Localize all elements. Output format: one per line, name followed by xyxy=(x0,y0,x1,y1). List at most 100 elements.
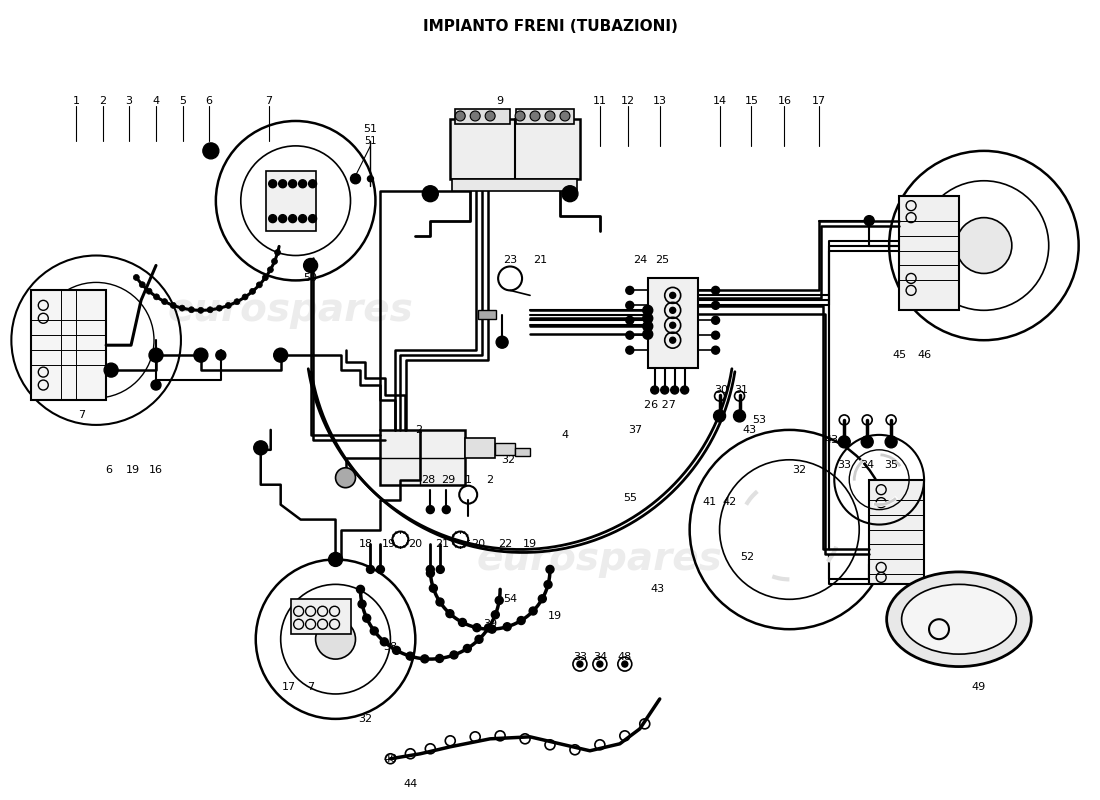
Circle shape xyxy=(274,348,288,362)
Circle shape xyxy=(475,635,483,643)
Circle shape xyxy=(642,330,652,339)
Circle shape xyxy=(712,286,719,294)
Text: 52: 52 xyxy=(740,553,755,562)
Text: 54: 54 xyxy=(503,594,517,604)
Text: 41: 41 xyxy=(703,497,717,506)
Text: 14: 14 xyxy=(713,96,727,106)
Circle shape xyxy=(437,566,444,574)
Bar xyxy=(648,278,697,368)
Text: 1: 1 xyxy=(464,474,472,485)
Text: 16: 16 xyxy=(148,465,163,474)
Circle shape xyxy=(714,410,726,422)
Circle shape xyxy=(626,346,634,354)
Circle shape xyxy=(406,652,414,660)
Bar xyxy=(465,438,495,458)
Circle shape xyxy=(254,441,267,455)
Text: 29: 29 xyxy=(441,474,455,485)
Text: 5: 5 xyxy=(179,96,186,106)
Circle shape xyxy=(336,468,355,488)
Circle shape xyxy=(671,386,679,394)
Circle shape xyxy=(450,651,458,659)
Circle shape xyxy=(371,627,378,635)
Circle shape xyxy=(298,180,307,188)
Circle shape xyxy=(422,186,438,202)
Circle shape xyxy=(179,305,185,311)
Text: 50: 50 xyxy=(304,274,318,283)
Circle shape xyxy=(576,661,583,667)
Bar xyxy=(452,178,576,190)
Circle shape xyxy=(427,566,434,574)
Circle shape xyxy=(207,306,213,313)
Text: 7: 7 xyxy=(265,96,273,106)
Circle shape xyxy=(712,331,719,339)
Text: eurospares: eurospares xyxy=(477,541,723,578)
Circle shape xyxy=(459,618,466,626)
Text: 11: 11 xyxy=(593,96,607,106)
Text: 21: 21 xyxy=(534,255,547,266)
Circle shape xyxy=(838,436,850,448)
Text: 15: 15 xyxy=(745,96,759,106)
Circle shape xyxy=(267,266,274,273)
Text: eurospares: eurospares xyxy=(168,291,414,330)
Circle shape xyxy=(538,594,547,602)
Circle shape xyxy=(304,258,318,273)
Circle shape xyxy=(492,610,499,618)
Circle shape xyxy=(712,302,719,310)
Circle shape xyxy=(188,306,195,313)
Text: 32: 32 xyxy=(500,454,515,465)
Text: 18: 18 xyxy=(359,539,373,550)
Text: 20: 20 xyxy=(471,539,485,550)
Text: 4: 4 xyxy=(153,96,159,106)
Text: 45: 45 xyxy=(892,350,906,360)
Text: 31: 31 xyxy=(735,385,748,395)
Circle shape xyxy=(473,624,481,632)
Text: 34: 34 xyxy=(860,460,875,470)
Text: 19: 19 xyxy=(382,539,396,550)
Circle shape xyxy=(366,566,374,574)
Circle shape xyxy=(256,282,262,288)
Circle shape xyxy=(278,180,287,188)
Text: 19: 19 xyxy=(548,611,562,622)
Circle shape xyxy=(463,645,471,653)
Circle shape xyxy=(104,363,118,377)
Bar xyxy=(455,109,510,124)
Text: 39: 39 xyxy=(483,619,497,630)
Ellipse shape xyxy=(887,572,1032,666)
Text: 12: 12 xyxy=(620,96,635,106)
Circle shape xyxy=(503,622,512,630)
Circle shape xyxy=(956,218,1012,274)
Circle shape xyxy=(329,553,342,566)
Circle shape xyxy=(234,298,240,305)
Circle shape xyxy=(560,111,570,121)
Circle shape xyxy=(442,506,450,514)
Circle shape xyxy=(393,646,400,654)
Circle shape xyxy=(140,282,145,288)
Circle shape xyxy=(278,214,287,222)
Text: 46: 46 xyxy=(917,350,931,360)
Circle shape xyxy=(488,625,496,633)
Text: 42: 42 xyxy=(723,497,737,506)
Circle shape xyxy=(288,180,297,188)
Circle shape xyxy=(529,607,537,615)
Text: 20: 20 xyxy=(408,539,422,550)
Text: 40: 40 xyxy=(383,754,397,764)
Text: 24: 24 xyxy=(632,255,647,266)
Text: 22: 22 xyxy=(498,539,513,550)
Circle shape xyxy=(427,570,434,578)
Circle shape xyxy=(865,216,874,226)
Circle shape xyxy=(250,288,255,294)
Text: 34: 34 xyxy=(593,652,607,662)
Circle shape xyxy=(154,294,160,300)
Ellipse shape xyxy=(902,584,1016,654)
Text: 3: 3 xyxy=(125,96,133,106)
Text: 26 27: 26 27 xyxy=(644,400,675,410)
Circle shape xyxy=(626,316,634,324)
Bar xyxy=(266,170,316,230)
Circle shape xyxy=(530,111,540,121)
Text: 13: 13 xyxy=(652,96,667,106)
Circle shape xyxy=(642,322,652,331)
Circle shape xyxy=(517,617,525,625)
Circle shape xyxy=(661,386,669,394)
Circle shape xyxy=(455,111,465,121)
Circle shape xyxy=(544,581,552,589)
